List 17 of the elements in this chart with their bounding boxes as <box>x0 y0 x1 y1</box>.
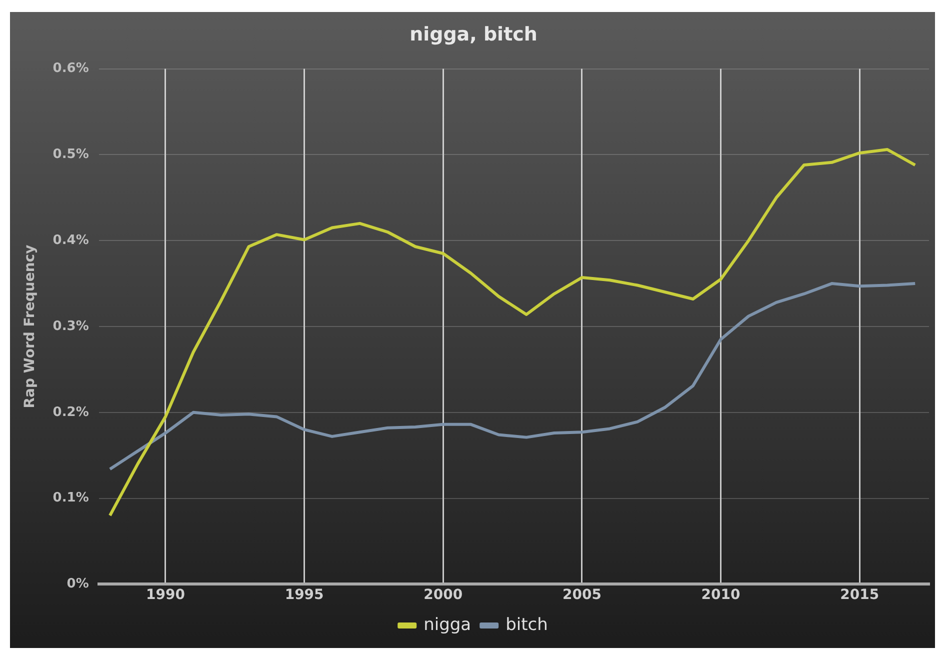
legend-label: nigga <box>424 614 472 635</box>
x-tick-label: 1995 <box>284 587 324 604</box>
x-tick-label: 2000 <box>424 587 463 604</box>
x-tick-label: 2015 <box>840 587 880 604</box>
x-tick-label: 1990 <box>146 587 186 604</box>
y-tick-label: 0.1% <box>52 490 89 506</box>
chart-title: nigga, bitch <box>410 23 538 46</box>
y-tick-label: 0% <box>66 576 89 592</box>
y-tick-label: 0.6% <box>52 61 89 76</box>
x-tick-label: 2005 <box>562 587 602 604</box>
y-tick-label: 0.5% <box>52 147 89 162</box>
legend-label: bitch <box>506 614 548 635</box>
y-tick-label: 0.3% <box>52 318 89 334</box>
x-tick-label: 2010 <box>701 587 741 604</box>
y-tick-label: 0.4% <box>52 232 89 248</box>
y-axis-title: Rap Word Frequency <box>22 244 38 408</box>
y-tick-label: 0.2% <box>52 404 89 420</box>
